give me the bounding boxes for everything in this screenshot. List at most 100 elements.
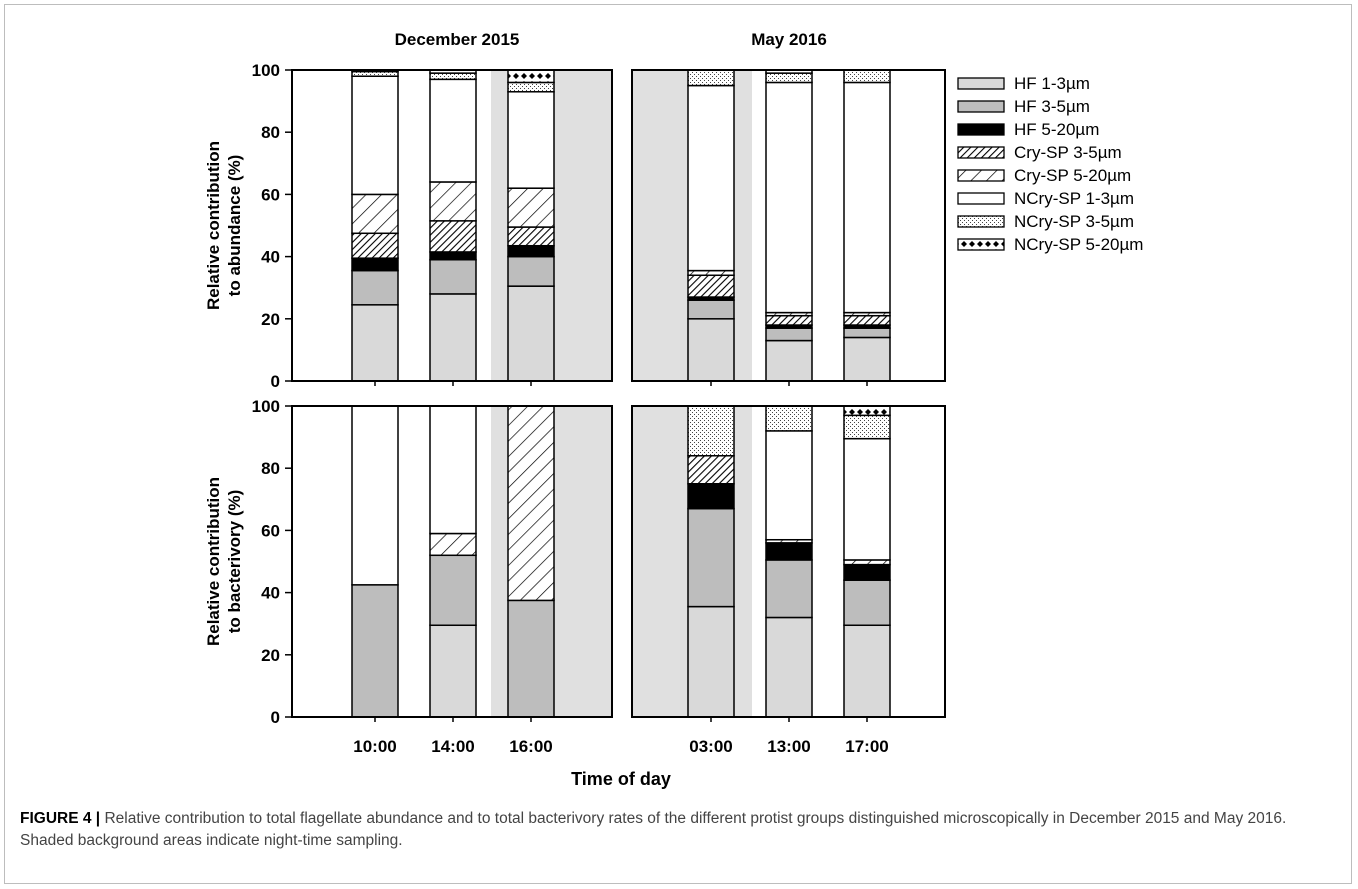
figure-caption: FIGURE 4 | Relative contribution to tota…	[20, 808, 1340, 852]
legend-swatch	[957, 169, 1005, 182]
x-tick-label: 17:00	[845, 737, 888, 756]
y-tick-label: 0	[271, 708, 280, 727]
legend-label: HF 1-3µm	[1014, 74, 1090, 93]
y-tick-label: 20	[261, 646, 280, 665]
legend-label: HF 5-20µm	[1014, 120, 1099, 139]
y-tick-label: 40	[261, 584, 280, 603]
bar-segment	[687, 455, 735, 485]
y-tick-label: 40	[261, 248, 280, 267]
bar-segment	[687, 274, 735, 298]
bar-segment	[351, 75, 399, 196]
legend-label: NCry-SP 3-5µm	[1014, 212, 1134, 231]
bar-segment	[687, 318, 735, 382]
bar-segment	[765, 405, 813, 432]
caption-separator: |	[91, 810, 105, 827]
legend-swatch	[957, 77, 1005, 90]
y-tick-label: 100	[252, 397, 280, 416]
x-tick-label: 14:00	[431, 737, 474, 756]
bar-segment	[765, 430, 813, 541]
bar-segment	[351, 232, 399, 259]
caption-label: FIGURE 4	[20, 810, 92, 827]
bar-segment	[765, 327, 813, 342]
caption-text: Relative contribution to total flagellat…	[20, 810, 1287, 849]
legend-swatch	[957, 123, 1005, 136]
y-tick-label: 60	[261, 185, 280, 204]
bar-segment	[687, 299, 735, 320]
figure-frame	[4, 4, 1352, 884]
bar-segment	[507, 187, 555, 228]
bar-segment	[687, 483, 735, 510]
bar-segment	[507, 599, 555, 718]
y-tick-label: 100	[252, 61, 280, 80]
bar-segment	[765, 542, 813, 561]
bar-segment	[765, 339, 813, 382]
bar-segment	[507, 255, 555, 287]
bar-segment	[843, 414, 891, 440]
y-axis-label: Relative contribution	[204, 141, 223, 310]
legend-swatch	[957, 215, 1005, 228]
bar-segment	[765, 72, 813, 84]
legend-label: NCry-SP 5-20µm	[1014, 235, 1143, 254]
bar-segment	[507, 81, 555, 93]
panel-frame	[291, 69, 613, 382]
x-tick-label: 13:00	[767, 737, 810, 756]
bar-segment	[765, 616, 813, 718]
y-tick-label: 0	[271, 372, 280, 391]
bar-segment	[507, 226, 555, 247]
x-tick-label: 10:00	[353, 737, 396, 756]
legend-swatch	[957, 146, 1005, 159]
bar-segment	[429, 251, 477, 261]
bar-segment	[687, 507, 735, 608]
bar-segment	[429, 78, 477, 183]
column-title: December 2015	[395, 30, 520, 49]
bar-segment	[429, 72, 477, 81]
legend-swatch	[957, 238, 1005, 251]
bar-segment	[429, 405, 477, 535]
bar-segment	[351, 304, 399, 382]
bar-segment	[507, 285, 555, 382]
bar-segment	[351, 584, 399, 718]
bar-segment	[429, 293, 477, 382]
legend-swatch	[957, 192, 1005, 205]
bar-segment	[843, 336, 891, 382]
panel-frame	[291, 405, 613, 718]
bar-segment	[843, 405, 891, 417]
bar-segment	[507, 405, 555, 602]
bar-segment	[843, 81, 891, 314]
bar-segment	[843, 69, 891, 84]
legend-label: HF 3-5µm	[1014, 97, 1090, 116]
x-tick-label: 16:00	[509, 737, 552, 756]
y-tick-label: 80	[261, 459, 280, 478]
legend-label: Cry-SP 3-5µm	[1014, 143, 1122, 162]
bar-segment	[351, 405, 399, 586]
bar-segment	[843, 563, 891, 581]
bar-segment	[843, 624, 891, 718]
y-tick-label: 20	[261, 310, 280, 329]
bar-segment	[429, 532, 477, 557]
bar-segment	[429, 624, 477, 718]
y-axis-label: to bacterivory (%)	[225, 490, 244, 634]
bar-segment	[429, 181, 477, 222]
y-tick-label: 80	[261, 123, 280, 142]
bar-segment	[765, 81, 813, 314]
bar-segment	[687, 605, 735, 718]
bar-segment	[507, 69, 555, 84]
bar-segment	[843, 314, 891, 326]
bar-segment	[429, 554, 477, 627]
bar-segment	[687, 405, 735, 457]
x-tick-label: 03:00	[689, 737, 732, 756]
bar-segment	[843, 327, 891, 339]
bar-segment	[351, 257, 399, 272]
x-axis-title: Time of day	[571, 769, 671, 789]
bar-segment	[429, 220, 477, 253]
bar-segment	[687, 69, 735, 87]
bar-segment	[765, 314, 813, 326]
bar-segment	[507, 244, 555, 258]
bar-segment	[507, 91, 555, 189]
y-axis-label: Relative contribution	[204, 477, 223, 646]
y-axis-label: to abundance (%)	[225, 155, 244, 297]
bar-segment	[429, 258, 477, 295]
bar-segment	[687, 84, 735, 272]
bar-segment	[843, 437, 891, 561]
